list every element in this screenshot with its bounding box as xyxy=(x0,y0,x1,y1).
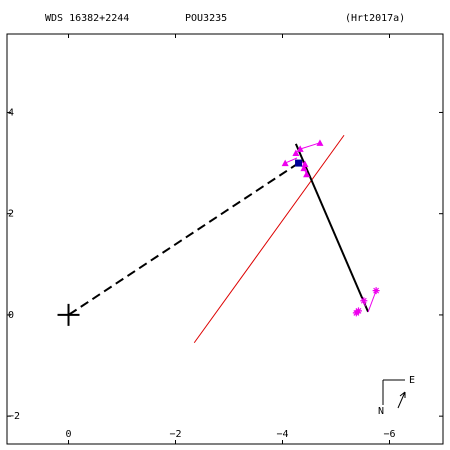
compass-north-label: N xyxy=(378,406,384,417)
line-of-nodes xyxy=(193,134,345,344)
measure-triangle xyxy=(296,145,304,152)
x-tick-label: 0 xyxy=(66,429,72,440)
current-position-marker xyxy=(295,159,303,167)
axis-ticks: −6 −4 −2 0 4 2 0 −2 xyxy=(7,34,443,444)
measure-triangle xyxy=(292,149,300,156)
residual-line xyxy=(298,142,321,150)
measure-star xyxy=(360,297,368,305)
y-tick-label: −2 xyxy=(8,411,20,422)
compass-east-label: E xyxy=(409,375,415,386)
y-tick-label: 0 xyxy=(8,310,14,321)
chart-marks xyxy=(57,134,380,344)
measure-triangle xyxy=(281,159,289,167)
measure-triangle xyxy=(303,170,311,178)
motion-arrow-icon xyxy=(397,391,406,409)
y-tick-label: 4 xyxy=(8,107,14,118)
header-wds: WDS 16382+2244 xyxy=(45,13,129,24)
y-tick-label: 2 xyxy=(8,209,14,220)
measure-star xyxy=(352,309,360,317)
compass: N E xyxy=(378,375,415,417)
residual-line xyxy=(284,157,298,164)
measure-triangle xyxy=(300,164,308,172)
primary-connector-dashed xyxy=(67,162,300,316)
primary-star-marker xyxy=(57,303,80,326)
header-disc: POU3235 xyxy=(185,13,227,24)
x-tick-label: −6 xyxy=(383,429,395,440)
residual-line xyxy=(367,290,377,313)
measure-star xyxy=(372,287,380,295)
orbit-arc xyxy=(294,143,370,313)
header-ref: (Hrt2017a) xyxy=(345,13,405,24)
plot-frame xyxy=(6,33,444,445)
x-tick-label: −2 xyxy=(169,429,181,440)
x-tick-label: −4 xyxy=(276,429,288,440)
measure-triangle xyxy=(316,139,324,146)
